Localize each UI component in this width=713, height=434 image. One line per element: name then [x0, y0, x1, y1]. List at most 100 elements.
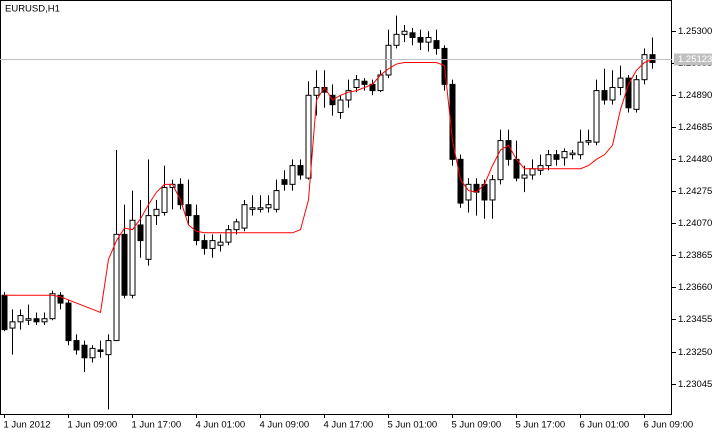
candle-body	[521, 174, 528, 179]
candle-body	[297, 165, 304, 176]
candle-body	[577, 141, 584, 156]
x-tick-label: 1 Jun 17:00	[132, 420, 182, 431]
candle-body	[97, 349, 104, 353]
candle-body	[569, 152, 576, 156]
candle-body	[289, 165, 296, 185]
candle-body	[545, 154, 552, 167]
candle-body	[129, 219, 136, 296]
candle-body	[601, 90, 608, 101]
x-tick-label: 4 Jun 17:00	[324, 420, 374, 431]
candle-body	[273, 190, 280, 210]
candle-body	[1, 294, 8, 331]
candle-body	[81, 344, 88, 359]
candle-body	[649, 54, 656, 63]
candle-body	[393, 33, 400, 46]
candle-body	[41, 318, 48, 323]
candle-body	[241, 204, 248, 229]
candle-body	[505, 140, 512, 160]
candle-body	[249, 207, 256, 210]
candle-body	[201, 240, 208, 249]
candle-body	[361, 80, 368, 85]
candle-body	[641, 54, 648, 81]
candle-body	[457, 158, 464, 204]
candle-body	[25, 318, 32, 321]
candle-body	[185, 204, 192, 217]
current-price-box	[674, 53, 712, 66]
candle-body	[385, 44, 392, 76]
x-tick-label: 5 Jun 01:00	[388, 420, 438, 431]
x-tick-label: 1 Jun 09:00	[68, 420, 118, 431]
y-tick-label: 1.24890	[678, 90, 712, 101]
candle-body	[145, 215, 152, 260]
x-tick-label: 6 Jun 01:00	[580, 420, 630, 431]
candle-body	[89, 347, 96, 359]
candle-body	[233, 221, 240, 231]
candle-body	[409, 32, 416, 38]
candle-body	[345, 90, 352, 101]
current-price-label: 1.25123	[678, 54, 712, 65]
candle-body	[137, 224, 144, 242]
candle-body	[625, 77, 632, 109]
candle-body	[9, 321, 16, 329]
candle-body	[265, 204, 272, 209]
candle-body	[417, 36, 424, 43]
candle-body	[105, 340, 112, 356]
candle-body	[337, 99, 344, 113]
candle-body	[225, 229, 232, 243]
y-tick-label: 1.24275	[678, 186, 712, 197]
x-tick-label: 6 Jun 09:00	[644, 420, 694, 431]
y-tick-label: 1.23250	[678, 347, 712, 358]
candle-body	[121, 233, 128, 296]
y-tick-label: 1.23455	[678, 314, 712, 325]
y-tick-label: 1.23865	[678, 250, 712, 261]
candle-body	[73, 340, 80, 351]
y-tick-label: 1.24685	[678, 122, 712, 133]
candle-body	[497, 140, 504, 181]
candle-body	[617, 77, 624, 88]
y-tick-label: 1.24480	[678, 154, 712, 165]
candle-body	[529, 168, 536, 176]
candle-body	[633, 79, 640, 110]
x-tick-label: 5 Jun 17:00	[516, 420, 566, 431]
candle-body	[433, 40, 440, 49]
candle-body	[353, 79, 360, 88]
candle-body	[401, 30, 408, 35]
candle-body	[609, 86, 616, 101]
candle-body	[465, 183, 472, 201]
candle-body	[209, 240, 216, 249]
x-tick-label: 5 Jun 09:00	[452, 420, 502, 431]
candle-body	[257, 207, 264, 210]
candle-body	[561, 151, 568, 159]
candle-body	[57, 294, 64, 304]
candle-body	[217, 241, 224, 246]
candle-body	[65, 302, 72, 342]
y-tick-label: 1.23045	[678, 379, 712, 390]
candle-body	[553, 154, 560, 160]
y-tick-label: 1.25300	[678, 26, 712, 37]
candle-body	[17, 315, 24, 323]
candle-body	[153, 208, 160, 217]
candle-body	[33, 318, 40, 323]
x-tick-label: 1 Jun 2012	[4, 420, 51, 431]
plot-frame	[0, 0, 672, 415]
candle-body	[489, 179, 496, 201]
candle-body	[113, 233, 120, 342]
candle-body	[305, 94, 312, 179]
candle-body	[313, 86, 320, 96]
indicator-line	[4, 58, 653, 314]
x-tick-label: 4 Jun 09:00	[260, 420, 310, 431]
candle-body	[425, 36, 432, 43]
y-tick-label: 1.23660	[678, 282, 712, 293]
y-tick-label: 1.24070	[678, 218, 712, 229]
candle-body	[161, 186, 168, 213]
x-tick-label: 4 Jun 01:00	[196, 420, 246, 431]
candle-body	[49, 293, 56, 320]
candle-body	[281, 179, 288, 185]
candle-body	[537, 165, 544, 171]
chart-title: EURUSD,H1	[5, 4, 60, 15]
candle-body	[593, 90, 600, 143]
candle-body	[585, 140, 592, 143]
candle-body	[193, 215, 200, 242]
